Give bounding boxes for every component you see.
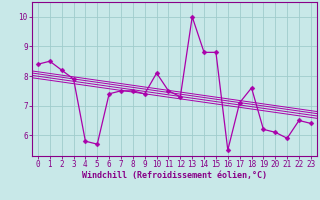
X-axis label: Windchill (Refroidissement éolien,°C): Windchill (Refroidissement éolien,°C) — [82, 171, 267, 180]
